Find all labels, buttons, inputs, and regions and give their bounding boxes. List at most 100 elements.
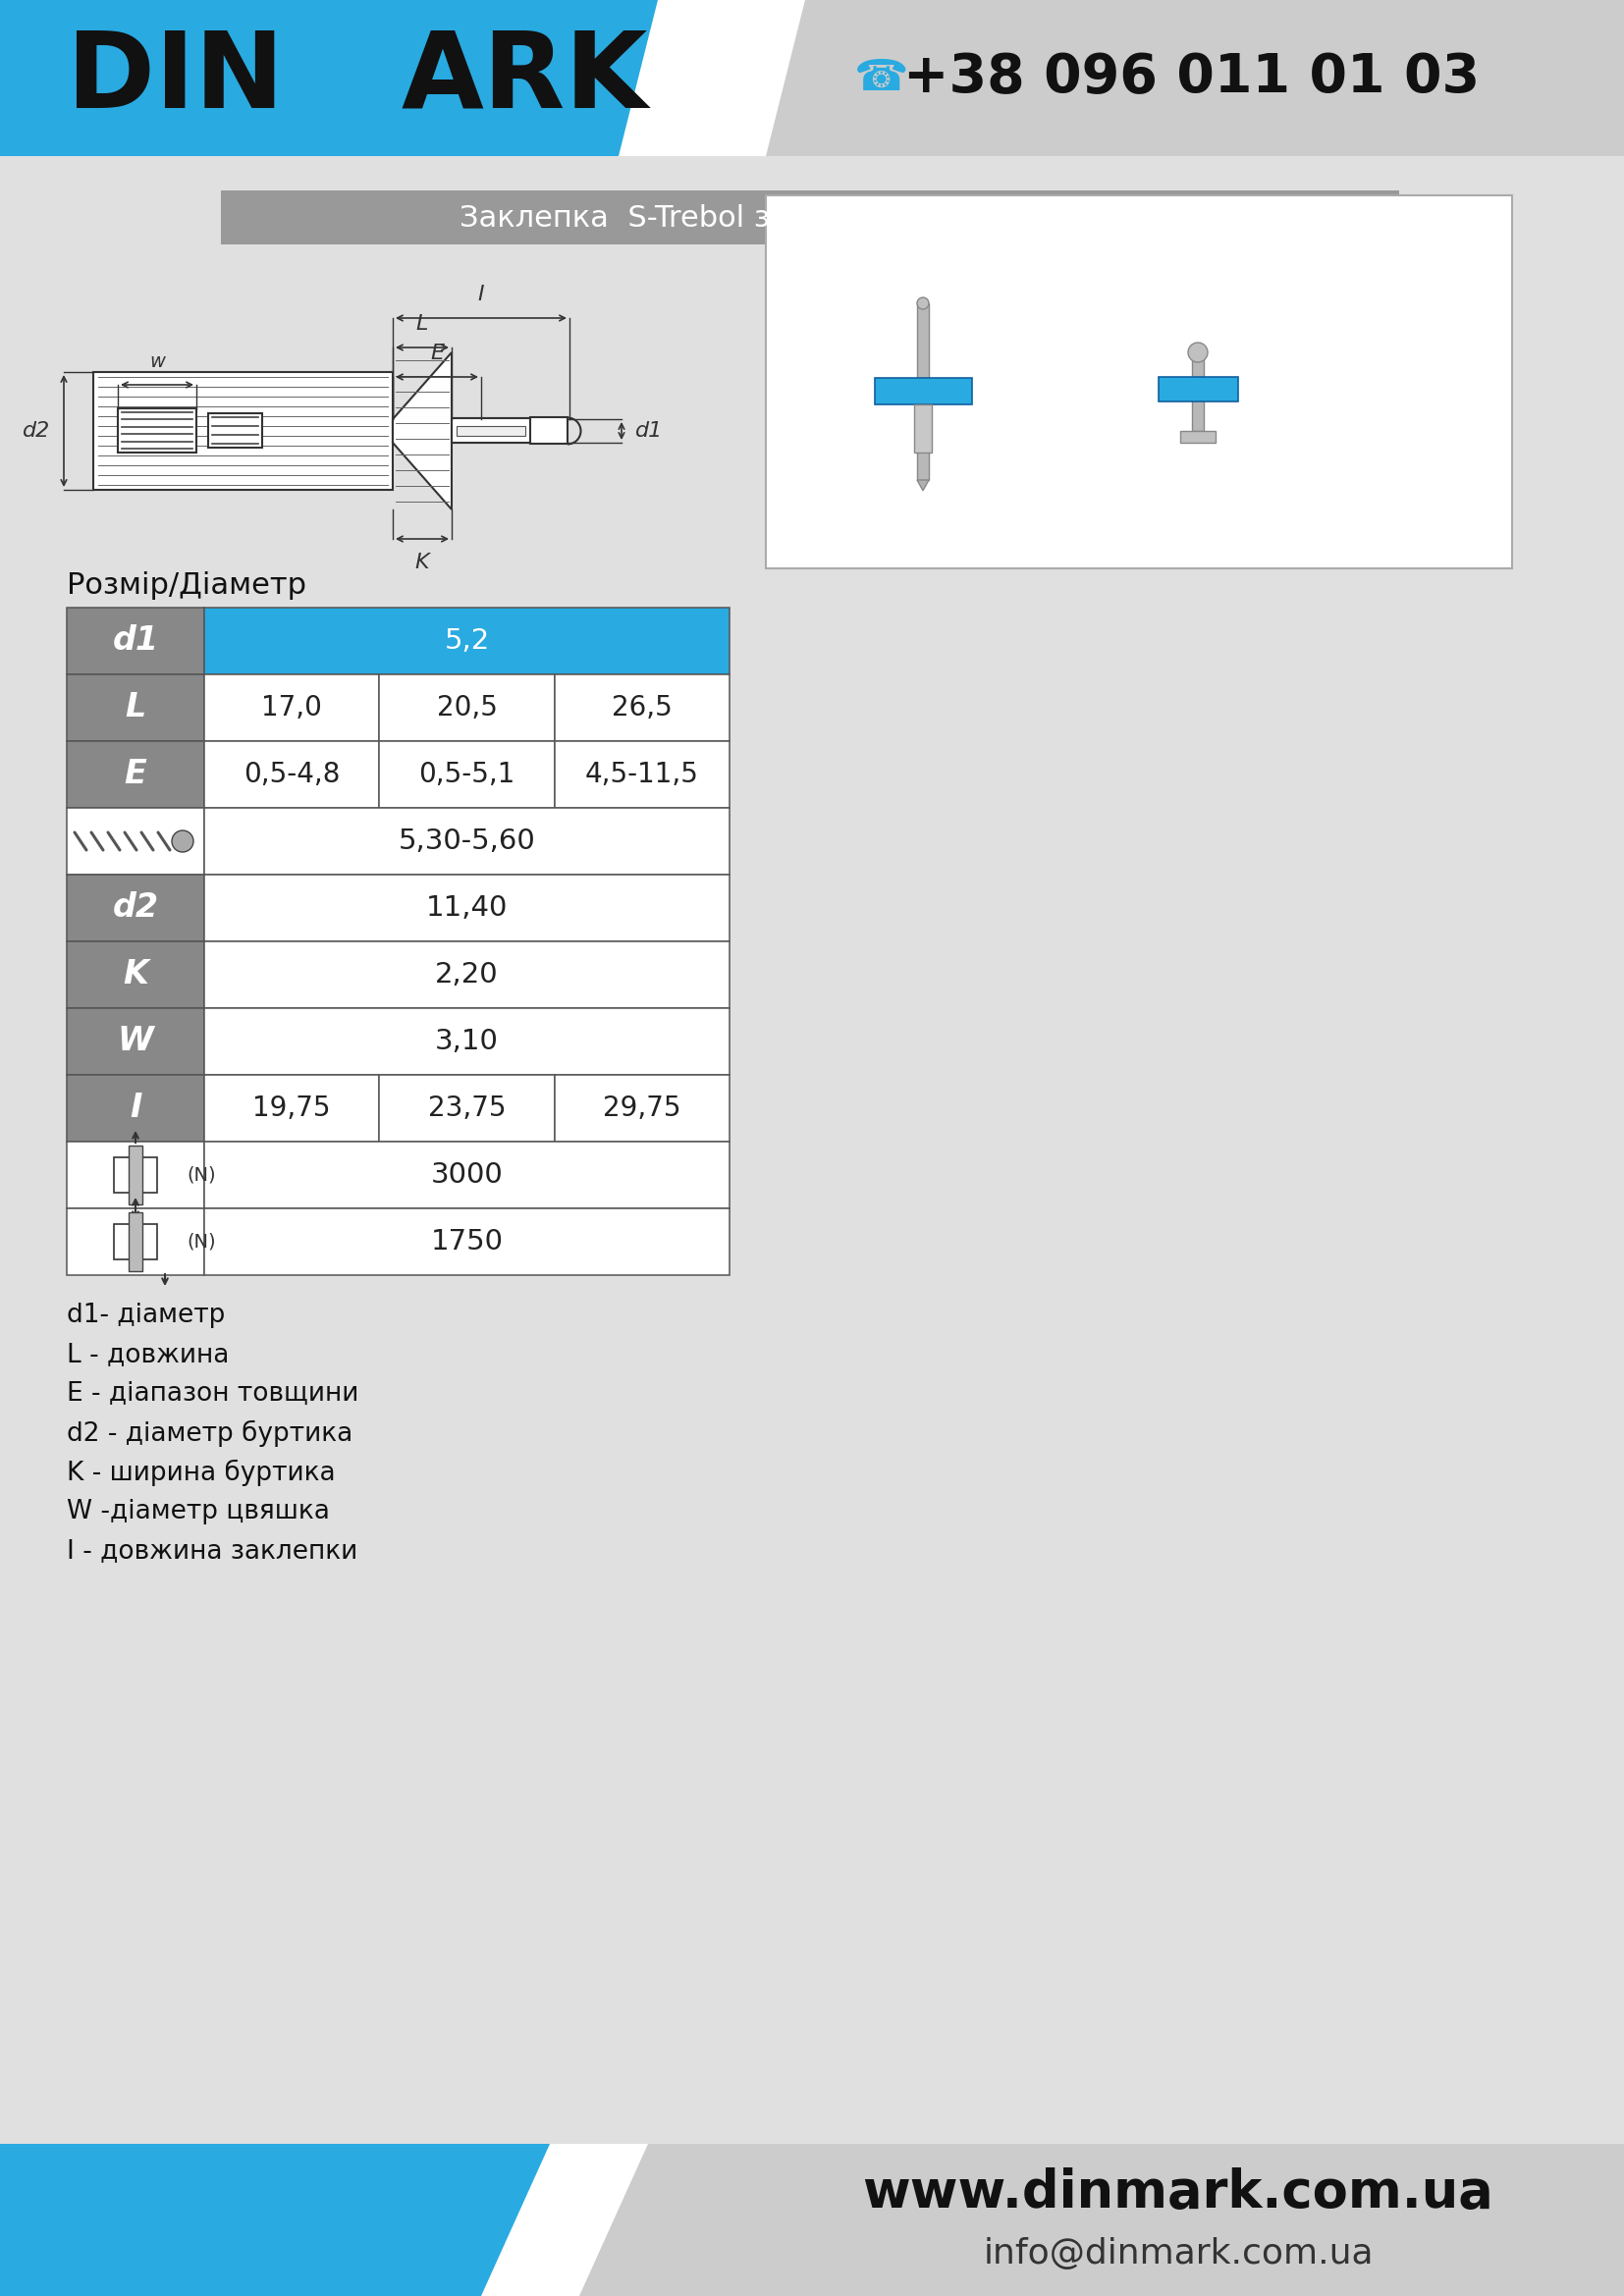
Bar	[128, 1212, 143, 1272]
Bar	[529, 418, 567, 443]
Bar	[451, 418, 529, 443]
Bar	[114, 1224, 158, 1261]
Bar	[67, 742, 205, 808]
Text: d2: d2	[23, 420, 50, 441]
Text: 3000: 3000	[430, 1162, 503, 1189]
Bar	[205, 608, 729, 675]
Bar	[114, 1157, 158, 1192]
Bar	[205, 675, 380, 742]
Text: 23,75: 23,75	[427, 1095, 507, 1123]
Text: (N): (N)	[187, 1166, 216, 1185]
Text: 0,5-4,8: 0,5-4,8	[244, 760, 339, 788]
Bar	[554, 675, 729, 742]
Bar	[67, 1141, 205, 1208]
Text: 3,10: 3,10	[435, 1029, 499, 1056]
Text: ☎: ☎	[854, 57, 908, 99]
Polygon shape	[393, 351, 451, 510]
Bar	[208, 413, 261, 448]
Text: 11,40: 11,40	[425, 893, 508, 921]
Text: L - довжина: L - довжина	[67, 1341, 229, 1368]
Bar	[380, 675, 554, 742]
Polygon shape	[0, 0, 806, 156]
Text: info@dinmark.com.ua: info@dinmark.com.ua	[983, 2236, 1374, 2271]
Text: www.dinmark.com.ua: www.dinmark.com.ua	[862, 2167, 1494, 2218]
Bar	[205, 1075, 380, 1141]
Text: 19,75: 19,75	[253, 1095, 331, 1123]
Bar	[128, 1146, 143, 1205]
Bar	[1192, 351, 1203, 432]
Circle shape	[1189, 342, 1208, 363]
Text: d1: d1	[112, 625, 159, 657]
Text: d1: d1	[635, 420, 663, 441]
Bar	[380, 1075, 554, 1141]
Bar	[1181, 432, 1215, 443]
Text: I: I	[477, 285, 484, 305]
Bar	[205, 875, 729, 941]
Text: 1750: 1750	[430, 1228, 503, 1256]
Bar	[918, 303, 929, 480]
Polygon shape	[0, 2144, 628, 2296]
Text: d2: d2	[112, 891, 159, 925]
Text: Заклепка  S-Trebol з плоским буртиком Bralo: Заклепка S-Trebol з плоским буртиком Bra…	[460, 202, 1161, 232]
Text: 4,5-11,5: 4,5-11,5	[585, 760, 698, 788]
Bar	[1158, 377, 1237, 402]
Text: I - довжина заклепки: I - довжина заклепки	[67, 1538, 357, 1564]
Text: W -діаметр цвяшка: W -діаметр цвяшка	[67, 1499, 330, 1525]
Polygon shape	[304, 44, 335, 113]
Text: ARK: ARK	[401, 25, 648, 131]
Bar	[0, 2144, 1624, 2296]
Circle shape	[172, 831, 193, 852]
Text: (N): (N)	[187, 1233, 216, 1251]
Text: d1- діаметр: d1- діаметр	[67, 1302, 226, 1327]
Bar	[67, 1208, 205, 1274]
Bar	[767, 195, 1512, 569]
Text: 17,0: 17,0	[261, 693, 322, 721]
Bar	[67, 1075, 205, 1141]
Text: Розмір/Діаметр: Розмір/Діаметр	[67, 572, 307, 599]
Text: 29,75: 29,75	[603, 1095, 680, 1123]
Text: L: L	[125, 691, 146, 723]
Polygon shape	[349, 44, 378, 113]
Bar	[93, 372, 393, 489]
Text: L: L	[416, 315, 429, 333]
Text: K - ширина буртика: K - ширина буртика	[67, 1460, 336, 1486]
Bar	[914, 404, 932, 452]
Text: E: E	[430, 344, 443, 363]
Circle shape	[918, 298, 929, 310]
Bar	[205, 1008, 729, 1075]
Bar	[393, 418, 529, 443]
Bar	[757, 0, 1624, 156]
Bar	[67, 875, 205, 941]
Bar	[205, 1208, 729, 1274]
Bar	[221, 191, 1400, 243]
Bar	[0, 0, 1624, 156]
Text: 5,2: 5,2	[445, 627, 489, 654]
Bar	[67, 675, 205, 742]
Text: w: w	[149, 351, 166, 372]
Text: 5,30-5,60: 5,30-5,60	[398, 827, 536, 854]
Text: 2,20: 2,20	[435, 962, 499, 990]
Polygon shape	[481, 2144, 648, 2296]
Bar	[456, 427, 525, 436]
Bar	[205, 1141, 729, 1208]
Text: d2 - діаметр буртика: d2 - діаметр буртика	[67, 1421, 352, 1446]
Bar	[205, 808, 729, 875]
Text: M: M	[302, 25, 408, 131]
Bar	[67, 941, 205, 1008]
Text: 20,5: 20,5	[437, 693, 497, 721]
Bar	[67, 608, 205, 675]
Text: E: E	[125, 758, 146, 790]
Text: DIN: DIN	[67, 25, 284, 131]
Text: 0,5-5,1: 0,5-5,1	[419, 760, 515, 788]
Bar	[554, 742, 729, 808]
Bar	[67, 1008, 205, 1075]
Text: I: I	[130, 1093, 141, 1125]
Bar	[67, 808, 205, 875]
Text: 26,5: 26,5	[612, 693, 672, 721]
Bar	[554, 1075, 729, 1141]
Bar	[875, 379, 973, 404]
Bar	[205, 742, 380, 808]
Text: E - діапазон товщини: E - діапазон товщини	[67, 1382, 359, 1407]
Text: W: W	[117, 1026, 154, 1058]
Bar	[119, 409, 197, 452]
